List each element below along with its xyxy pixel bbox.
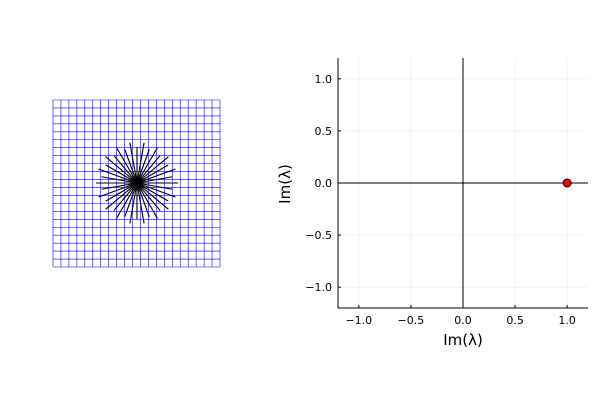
x-axis-label: Im(λ)	[443, 331, 483, 349]
star-ray	[116, 182, 138, 219]
data-points	[562, 178, 572, 188]
star-ray	[136, 182, 176, 198]
star-ray	[136, 182, 150, 218]
y-tick-label: −0.5	[305, 229, 332, 242]
star-ray	[136, 176, 173, 184]
x-tick-label: 0.0	[454, 314, 472, 327]
star-ray	[136, 182, 158, 219]
x-tick-label: 1.0	[558, 314, 576, 327]
x-tick-label: 0.5	[506, 314, 524, 327]
star-ray	[136, 182, 169, 210]
star-ray	[136, 182, 161, 211]
zero-axis-lines	[338, 58, 588, 308]
star-ray	[105, 164, 138, 184]
star-ray	[136, 182, 145, 224]
star-ray	[129, 142, 138, 184]
star-ray	[105, 182, 138, 202]
star-ray	[124, 148, 138, 184]
star-ray	[113, 182, 138, 211]
star-ray	[136, 168, 176, 184]
star-ray	[136, 142, 145, 184]
grid-panel	[52, 99, 221, 268]
star-ray	[101, 176, 138, 184]
star-ray	[136, 182, 169, 202]
star-ray	[105, 156, 138, 184]
star-ray	[129, 182, 138, 224]
star-ray	[136, 164, 169, 184]
star-ray	[136, 147, 158, 184]
star-ray	[124, 182, 138, 218]
star-ray	[101, 182, 138, 190]
y-axis-label: Im(λ)	[276, 164, 294, 204]
y-tick-label: 0.0	[315, 177, 333, 190]
scatter-plot: −1.0 −0.5 0.0 0.5 1.0 −1.0 −0.5 0.0 0.5 1.0 Im(λ)…	[276, 58, 588, 349]
star-center	[134, 180, 140, 186]
star-ray	[98, 182, 138, 198]
star-ray	[136, 182, 173, 190]
star-ray	[105, 182, 138, 210]
star-ray	[98, 168, 138, 184]
star-ray	[136, 156, 169, 184]
y-tick-label: −1.0	[305, 281, 332, 294]
x-tick-label: −1.0	[345, 314, 372, 327]
tick-labels: −1.0 −0.5 0.0 0.5 1.0 −1.0 −0.5 0.0 0.5 1.0	[305, 73, 576, 327]
star-ray	[113, 155, 138, 184]
star-ray	[116, 147, 138, 184]
star-ray	[136, 148, 150, 184]
y-tick-label: 1.0	[315, 73, 333, 86]
data-point	[562, 178, 572, 188]
x-tick-label: −0.5	[398, 314, 425, 327]
star-ray	[136, 155, 161, 184]
y-tick-label: 0.5	[315, 125, 333, 138]
